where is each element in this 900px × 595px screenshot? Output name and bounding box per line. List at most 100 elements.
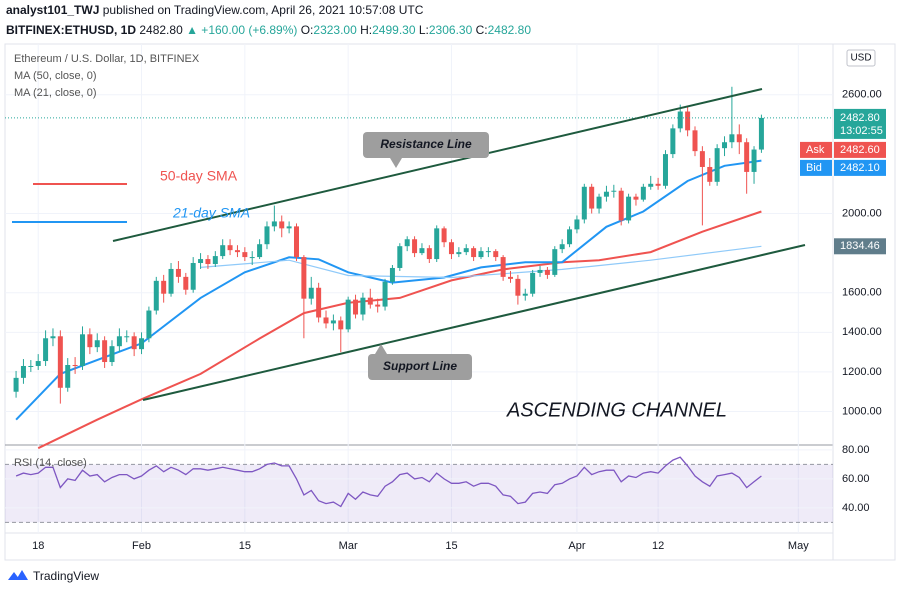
candle-body [271, 221, 277, 227]
candle-body [57, 336, 63, 388]
o: 2323.00 [313, 23, 357, 37]
candle-body [522, 293, 528, 296]
rsi-tick-label: 80.00 [842, 444, 870, 456]
candle-body [692, 130, 698, 152]
candle-body [397, 246, 403, 268]
candle-body [330, 320, 336, 324]
o-label: O: [300, 23, 314, 37]
candle-body [412, 239, 418, 254]
candle-body [13, 377, 19, 392]
candle-body [190, 263, 196, 290]
candle-body [736, 134, 742, 143]
candle-body [175, 268, 181, 277]
bid-value: 2482.10 [840, 162, 880, 174]
last-price: 2482.80 [840, 112, 880, 124]
candle-body [618, 190, 624, 221]
candle-body [264, 226, 270, 245]
l-label: L: [418, 23, 429, 37]
last: 2482.80 [139, 23, 183, 37]
candle-body [404, 239, 410, 247]
candle-body [648, 183, 654, 187]
x-tick-label: 15 [239, 540, 251, 552]
resistance-label: Resistance Line [380, 137, 472, 151]
candle-body [707, 166, 713, 182]
ask-value: 2482.60 [840, 144, 880, 156]
ask-name-box [800, 141, 832, 158]
rsi-line [15, 456, 762, 508]
sma21-label: 21-day SMA [172, 205, 250, 221]
rsi-title: RSI (14, close) [14, 457, 87, 469]
ma-line [15, 159, 762, 421]
candle-body [471, 248, 477, 258]
rsi-tick-label: 60.00 [842, 473, 870, 485]
candle-body [722, 142, 728, 149]
support-label: Support Line [383, 359, 457, 373]
candle-body [94, 340, 100, 348]
h: 2499.30 [372, 23, 416, 37]
candle-body [43, 338, 49, 362]
candle-body [65, 364, 71, 388]
candle-body [389, 267, 395, 282]
candle-body [212, 256, 218, 265]
candle-body [537, 269, 543, 273]
candle-body [293, 226, 299, 258]
candle-body [729, 134, 735, 143]
x-tick-label: Apr [568, 540, 585, 552]
ask-name: Ask [806, 144, 825, 156]
currency: USD [850, 53, 871, 64]
author: analyst101_TWJ [6, 3, 100, 17]
published: published on TradingView.com, April 26, … [102, 3, 424, 17]
chart-title: Ethereum / U.S. Dollar, 1D, BITFINEX [14, 53, 200, 65]
pointer [375, 344, 387, 354]
candle-body [603, 191, 609, 197]
candle-body [419, 248, 425, 254]
candle-body [596, 196, 602, 209]
header-line: analyst101_TWJ published on TradingView.… [6, 3, 423, 17]
candle-body [353, 299, 359, 315]
candle-body [382, 281, 388, 307]
candle-body [515, 278, 521, 296]
candle-body [544, 269, 550, 275]
x-tick-label: May [788, 540, 809, 552]
candle-body [183, 276, 189, 290]
y-tick-label: 1000.00 [842, 405, 882, 417]
candle-body [670, 128, 676, 155]
candle-body [153, 280, 159, 311]
candle-body [301, 257, 307, 299]
legend-entry: MA (50, close, 0) [14, 70, 97, 82]
candle-body [493, 251, 499, 258]
candle-body [79, 334, 85, 366]
candle-body [234, 250, 240, 253]
candle-body [581, 186, 587, 220]
candle-body [227, 245, 233, 251]
candle-body [441, 228, 447, 243]
x-tick-label: 15 [445, 540, 457, 552]
rsi-tick-label: 40.00 [842, 502, 870, 514]
candle-body [485, 251, 491, 253]
rsi-band [5, 464, 833, 523]
candle-body [530, 272, 536, 294]
candle-body [316, 287, 322, 318]
candle-body [714, 148, 720, 182]
candle-body [323, 317, 329, 324]
candle-body [508, 276, 514, 279]
sma50-label: 50-day SMA [160, 168, 238, 184]
candle-body [375, 304, 381, 307]
candle-body [751, 149, 757, 172]
x-tick-label: 12 [652, 540, 664, 552]
candle-body [574, 219, 580, 230]
candle-body [50, 336, 56, 339]
candle-body [699, 151, 705, 167]
candle-body [20, 365, 26, 378]
ma-line [37, 210, 762, 450]
frame [4, 43, 896, 561]
bid-name: Bid [806, 162, 822, 174]
candle-body [559, 244, 565, 250]
support-box [368, 354, 472, 380]
candle-body [279, 221, 285, 229]
candle-body [567, 229, 573, 245]
y-tick-label: 1400.00 [842, 326, 882, 338]
resistance-box [363, 132, 489, 158]
